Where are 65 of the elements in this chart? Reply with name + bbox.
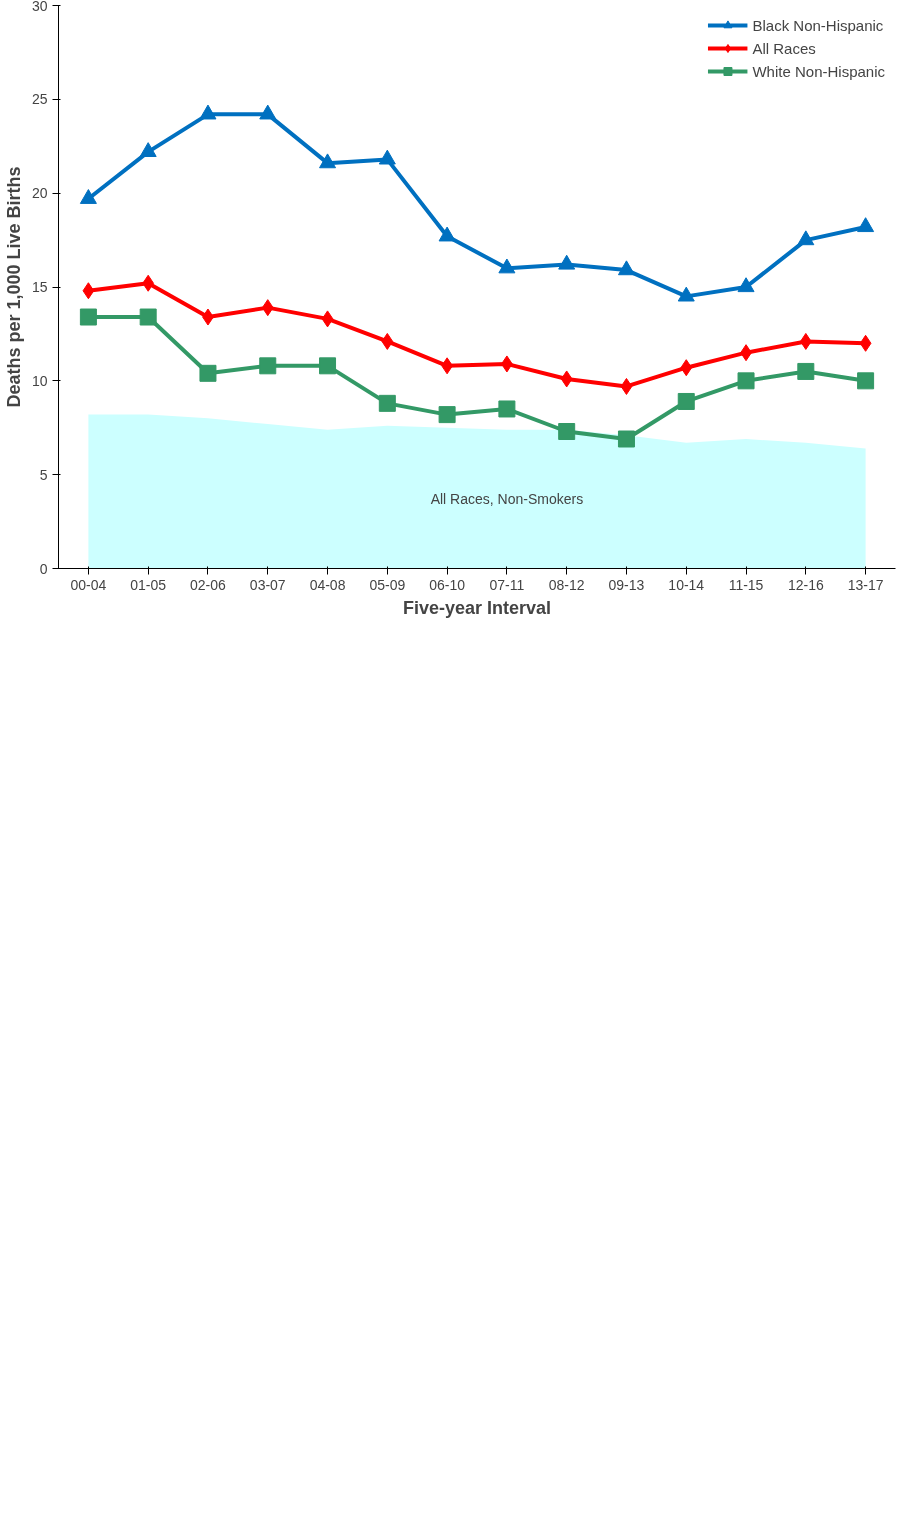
point (737, 372, 755, 390)
x-tick-label: 13-17 (847, 576, 884, 593)
point (498, 400, 516, 418)
x-tick-label: 09-13 (608, 576, 645, 593)
x-tick-label: 03-07 (249, 576, 286, 593)
point (199, 364, 217, 382)
point (797, 362, 815, 380)
x-tick-label: 05-09 (369, 576, 406, 593)
point (857, 372, 875, 390)
point (859, 334, 872, 352)
y-tick-label: 20 (31, 185, 48, 202)
y-tick-label: 30 (31, 0, 48, 14)
point (438, 406, 456, 424)
y-tick-label: 5 (39, 466, 48, 483)
point (79, 189, 97, 204)
point (319, 357, 337, 375)
point (799, 332, 812, 350)
x-tick-label: 06-10 (429, 576, 466, 593)
point (319, 153, 337, 169)
x-tick-label: 00-04 (70, 576, 107, 593)
point (261, 299, 274, 317)
point (142, 274, 155, 292)
legend-label: White Non-Hispanic (752, 62, 885, 80)
y-tick-label: 25 (31, 91, 48, 108)
point (199, 104, 217, 120)
y-tick-label: 0 (39, 560, 48, 577)
point (259, 104, 277, 120)
point (857, 217, 875, 233)
point (259, 357, 277, 375)
y-axis-title: Deaths per 1,000 Live Births (3, 166, 24, 408)
x-tick-label: 10-14 (668, 576, 705, 593)
x-axis-title: Five-year Interval (402, 597, 552, 618)
point (620, 377, 633, 395)
point (82, 282, 95, 300)
point (558, 423, 576, 440)
point (321, 310, 334, 328)
point (617, 260, 635, 276)
x-tick-label: 01-05 (130, 576, 167, 593)
point (378, 149, 396, 165)
x-tick-label: 04-08 (309, 576, 346, 593)
x-tick-label: 12-16 (787, 576, 824, 593)
y-tick-label: 10 (31, 372, 48, 389)
point (438, 226, 456, 242)
point (797, 230, 815, 246)
point (737, 277, 755, 293)
legend-label: Black Non-Hispanic (752, 16, 884, 34)
series-label: All Races, Non-Smokers (430, 491, 584, 508)
x-tick-label: 02-06 (190, 576, 227, 593)
point (560, 370, 573, 388)
point (79, 308, 97, 326)
point (139, 142, 157, 157)
point (498, 258, 516, 274)
point (677, 392, 695, 410)
x-tick-label: 07-11 (489, 576, 525, 593)
point (680, 359, 693, 377)
point (558, 254, 576, 270)
legend-label: All Races (752, 39, 816, 57)
point (139, 308, 157, 326)
point (677, 286, 695, 302)
point (381, 332, 394, 350)
point (378, 394, 396, 412)
y-tick-label: 15 (31, 279, 48, 295)
x-tick-label: 08-12 (548, 576, 585, 593)
x-tick-label: 11-15 (728, 576, 764, 593)
point (617, 430, 635, 448)
